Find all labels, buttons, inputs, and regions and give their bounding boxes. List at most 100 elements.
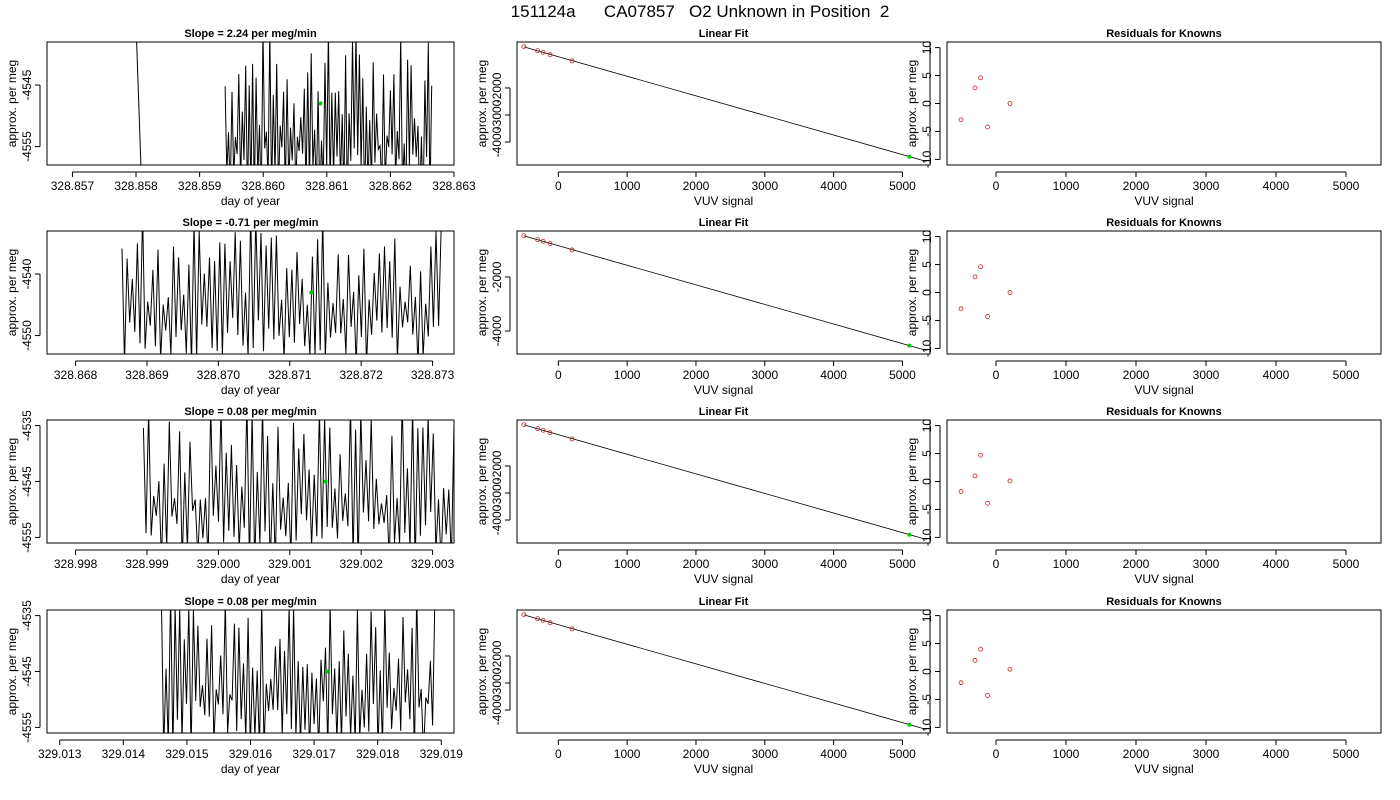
- plot-frame: [46, 419, 455, 544]
- residual-point: [985, 500, 990, 506]
- x-tick-label: 5000: [1333, 747, 1360, 761]
- mean-point: [318, 101, 323, 106]
- panel-title: Slope = -0.71 per meg/min: [182, 217, 318, 229]
- plot-marks: [121, 231, 442, 354]
- x-axis-label: VUV signal: [1134, 383, 1193, 397]
- x-tick-label: 2000: [683, 557, 710, 571]
- y-tick-label: -4555: [20, 131, 34, 162]
- residual-point: [972, 85, 978, 91]
- panel-1-2: Linear Fit 0 1000 2000 3000 4000 5000 VUV signa…: [475, 28, 931, 208]
- y-tick-label: -3000: [490, 667, 504, 698]
- x-tick-label: 1000: [1053, 557, 1080, 571]
- x-tick-label: 328.859: [178, 179, 222, 193]
- residual-point: [1007, 666, 1013, 672]
- plot-frame: [946, 230, 1382, 355]
- known-point: [540, 427, 546, 433]
- plot-marks: [958, 646, 1013, 698]
- x-tick-label: 328.858: [114, 179, 158, 193]
- x-tick-label: 0: [555, 557, 562, 571]
- unknown-point: [907, 722, 912, 727]
- residual-point: [972, 657, 978, 663]
- y-tick-label: -5: [920, 504, 934, 515]
- plot-frame: [946, 419, 1382, 544]
- panel-title: Linear Fit: [699, 406, 749, 418]
- x-tick-label: 1000: [1053, 747, 1080, 761]
- y-tick-label: 5: [920, 450, 934, 457]
- residual-point: [1007, 101, 1013, 106]
- residual-point: [985, 314, 990, 319]
- known-point: [535, 616, 541, 622]
- panel-3-2: Linear Fit 0 1000 2000 3000 4000 5000 VUV signa…: [475, 406, 931, 586]
- x-tick-label: 329.003: [411, 557, 455, 571]
- raw-signal-trace: [142, 420, 454, 543]
- x-tick-label: 2000: [1123, 368, 1150, 382]
- mean-point: [309, 290, 314, 295]
- x-axis: 328.868 328.869 328.870 328.871 328.872 328.8…: [54, 360, 455, 397]
- x-tick-label: 2000: [683, 368, 710, 382]
- x-axis: 0 1000 2000 3000 4000 5000 VUV signal: [555, 360, 916, 397]
- x-tick-label: 329.013: [38, 747, 82, 761]
- residual-point: [978, 452, 983, 458]
- x-tick-label: 329.002: [339, 557, 383, 571]
- y-tick-label: 10: [920, 419, 934, 433]
- y-axis-label: approx. per meg: [5, 60, 19, 147]
- plot-marks: [521, 233, 927, 351]
- x-tick-label: 4000: [1263, 179, 1290, 193]
- mean-point: [324, 669, 329, 674]
- residual-point: [958, 306, 964, 312]
- panel-2-2: Linear Fit 0 1000 2000 3000 4000 5000 VUV signa…: [475, 217, 931, 397]
- residual-point: [972, 274, 978, 280]
- known-point: [521, 44, 527, 50]
- x-axis: 0 1000 2000 3000 4000 5000 VUV signal: [993, 360, 1360, 397]
- plot-marks: [958, 264, 1013, 319]
- panel-title: Residuals for Knowns: [1106, 406, 1222, 418]
- x-tick-label: 328.869: [125, 368, 169, 382]
- residual-point: [972, 473, 978, 479]
- y-axis-label: approx. per meg: [905, 628, 919, 715]
- y-tick-label: -4000: [490, 694, 504, 725]
- x-tick-label: 0: [555, 179, 562, 193]
- figure-title: 151124a CA07857 O2 Unknown in Position 2: [510, 2, 890, 21]
- x-axis-label: day of year: [221, 762, 280, 776]
- known-point: [521, 612, 527, 618]
- x-tick-label: 5000: [1333, 179, 1360, 193]
- x-tick-label: 329.014: [102, 747, 146, 761]
- x-tick-label: 3000: [751, 747, 778, 761]
- panel-title: Slope = 0.08 per meg/min: [184, 596, 317, 608]
- y-axis-label: approx. per meg: [905, 60, 919, 147]
- y-tick-label: 0: [920, 100, 934, 107]
- panel-title: Slope = 0.08 per meg/min: [184, 406, 317, 418]
- y-tick-label: -10: [920, 718, 934, 736]
- x-axis-label: day of year: [221, 383, 280, 397]
- x-tick-label: 4000: [1263, 747, 1290, 761]
- known-point: [535, 237, 541, 243]
- x-tick-label: 5000: [889, 747, 916, 761]
- y-tick-label: -4000: [490, 126, 504, 157]
- known-point: [540, 617, 546, 623]
- x-tick-label: 2000: [1123, 747, 1150, 761]
- x-tick-label: 3000: [1193, 557, 1220, 571]
- residual-point: [978, 646, 983, 652]
- y-tick-label: -3000: [490, 477, 504, 508]
- x-tick-label: 2000: [683, 747, 710, 761]
- x-tick-label: 2000: [683, 179, 710, 193]
- panel-title: Linear Fit: [699, 28, 749, 40]
- x-tick-label: 4000: [820, 179, 847, 193]
- y-axis-label: approx. per meg: [905, 438, 919, 525]
- y-tick-label: -5: [920, 315, 934, 326]
- x-axis: 0 1000 2000 3000 4000 5000 VUV signal: [993, 171, 1360, 208]
- y-tick-label: -4535: [20, 600, 34, 631]
- y-tick-label: 5: [920, 261, 934, 268]
- known-point: [547, 241, 553, 247]
- x-axis: 328.857 328.858 328.859 328.860 328.861 328.8…: [51, 171, 476, 208]
